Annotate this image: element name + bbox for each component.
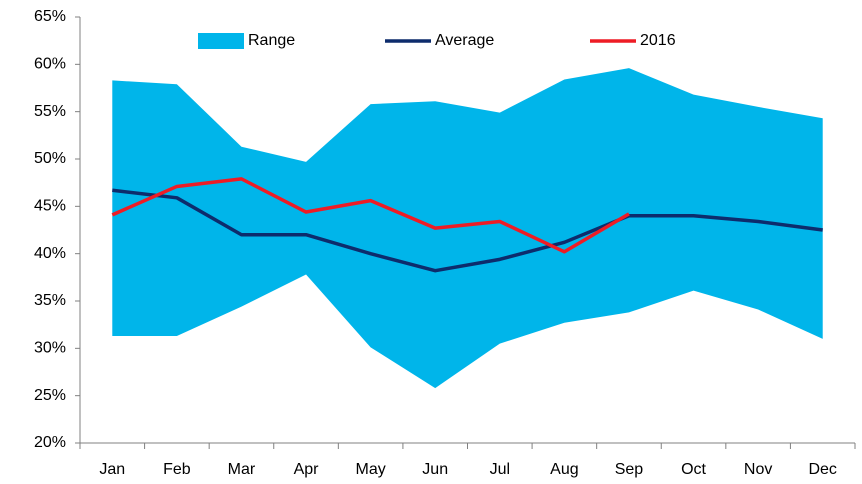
- x-tick-label: Nov: [744, 461, 772, 478]
- x-tick-label: Aug: [550, 461, 578, 478]
- y-tick-label: 35%: [34, 292, 66, 309]
- y-tick-label: 25%: [34, 387, 66, 404]
- y-tick-label: 40%: [34, 245, 66, 262]
- x-tick-label: Oct: [681, 461, 706, 478]
- y-tick-label: 65%: [34, 8, 66, 25]
- legend-swatch: [198, 33, 244, 49]
- line: [112, 188, 823, 273]
- x-tick-label: Sep: [615, 461, 644, 478]
- x-tick-label: Jun: [422, 461, 448, 478]
- y-tick-label: 50%: [34, 150, 66, 167]
- x-tick-label: Apr: [294, 461, 320, 478]
- y-tick-label: 55%: [34, 103, 66, 120]
- y-tick-label: 45%: [34, 198, 66, 215]
- y-tick-label: 60%: [34, 56, 66, 73]
- x-tick-label: Jan: [99, 461, 125, 478]
- legend-label: Average: [435, 32, 494, 49]
- line: [111, 177, 630, 254]
- x-tick-label: Dec: [808, 461, 836, 478]
- legend-label: Range: [248, 32, 295, 49]
- x-tick-label: Feb: [163, 461, 191, 478]
- y-tick-label: 30%: [34, 340, 66, 357]
- x-tick-label: Mar: [228, 461, 256, 478]
- x-tick-label: May: [356, 461, 386, 478]
- x-tick-label: Jul: [490, 461, 510, 478]
- y-tick-label: 20%: [34, 434, 66, 451]
- range-area: [112, 68, 823, 389]
- legend-label: 2016: [640, 32, 676, 49]
